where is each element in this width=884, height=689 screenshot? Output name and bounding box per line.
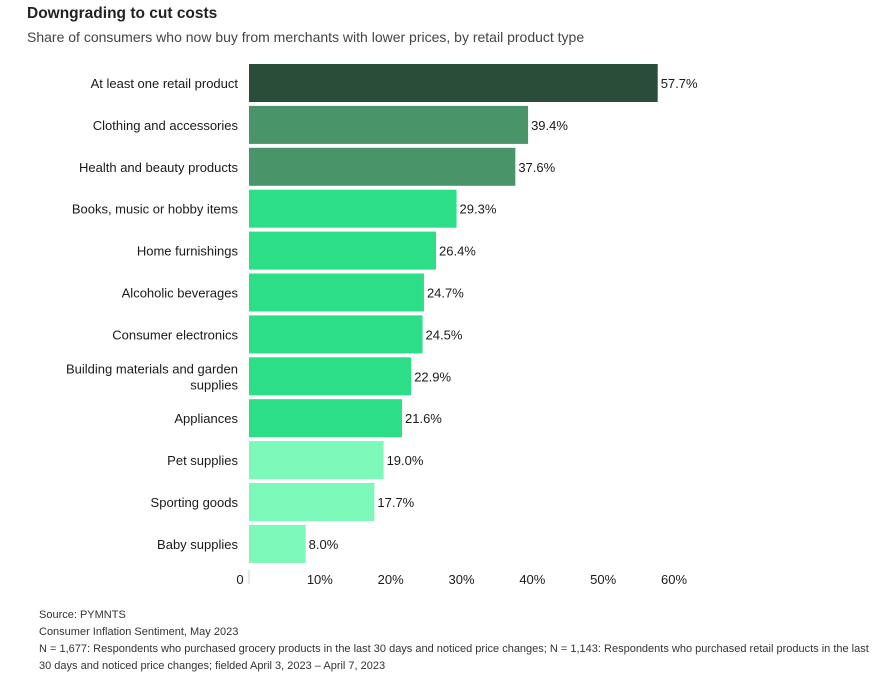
data-label: 22.9% [414, 369, 451, 384]
data-label: 21.6% [405, 411, 442, 426]
bar [249, 147, 516, 186]
bar [249, 315, 423, 354]
category-label: Health and beauty products [79, 160, 238, 175]
x-tick-label: 60% [661, 572, 687, 587]
data-label: 29.3% [460, 202, 497, 217]
data-label: 39.4% [531, 118, 568, 133]
bar [249, 105, 529, 144]
report-note: Consumer Inflation Sentiment, May 2023 [39, 626, 239, 638]
data-label: 37.6% [518, 160, 555, 175]
x-tick-label: 10% [307, 572, 333, 587]
category-label: Appliances [174, 411, 238, 426]
bar [249, 231, 436, 270]
category-label: Books, music or hobby items [72, 202, 239, 217]
sample-note: N = 1,677: Respondents who purchased gro… [39, 643, 869, 672]
category-label: At least one retail product [91, 76, 239, 91]
category-label: Alcoholic beverages [122, 286, 239, 301]
category-label: Sporting goods [151, 495, 239, 510]
bar [249, 64, 658, 102]
bar [249, 357, 412, 396]
category-label: Pet supplies [167, 453, 238, 468]
x-tick-label: 50% [590, 572, 616, 587]
x-tick-label: 0 [236, 572, 243, 587]
source-note: Source: PYMNTS [39, 609, 126, 621]
data-label: 57.7% [661, 76, 698, 91]
chart-footer: Source: PYMNTS Consumer Inflation Sentim… [39, 607, 869, 675]
bar-chart: 57.7% At least one retail product 39.4% Clo… [66, 64, 698, 587]
bar [249, 189, 457, 228]
category-label: Home furnishings [137, 244, 239, 259]
data-label: 17.7% [377, 495, 414, 510]
category-label: Baby supplies [157, 537, 238, 552]
category-label: Consumer electronics [112, 327, 238, 342]
bar [249, 399, 402, 438]
x-tick-label: 20% [378, 572, 404, 587]
x-tick-label: 40% [519, 572, 545, 587]
category-label: Clothing and accessories [93, 118, 239, 133]
bar [249, 524, 306, 563]
data-label: 26.4% [439, 244, 476, 259]
data-label: 8.0% [309, 537, 339, 552]
category-label: Building materials and garden supplies [66, 361, 238, 392]
data-label: 24.5% [426, 327, 463, 342]
chart-title: Downgrading to cut costs [27, 5, 218, 22]
bar [249, 273, 424, 312]
bar [249, 441, 384, 480]
data-label: 19.0% [387, 453, 424, 468]
data-label: 24.7% [427, 286, 464, 301]
x-tick-label: 30% [448, 572, 474, 587]
bar [249, 483, 375, 521]
chart-subtitle: Share of consumers who now buy from merc… [27, 29, 585, 45]
